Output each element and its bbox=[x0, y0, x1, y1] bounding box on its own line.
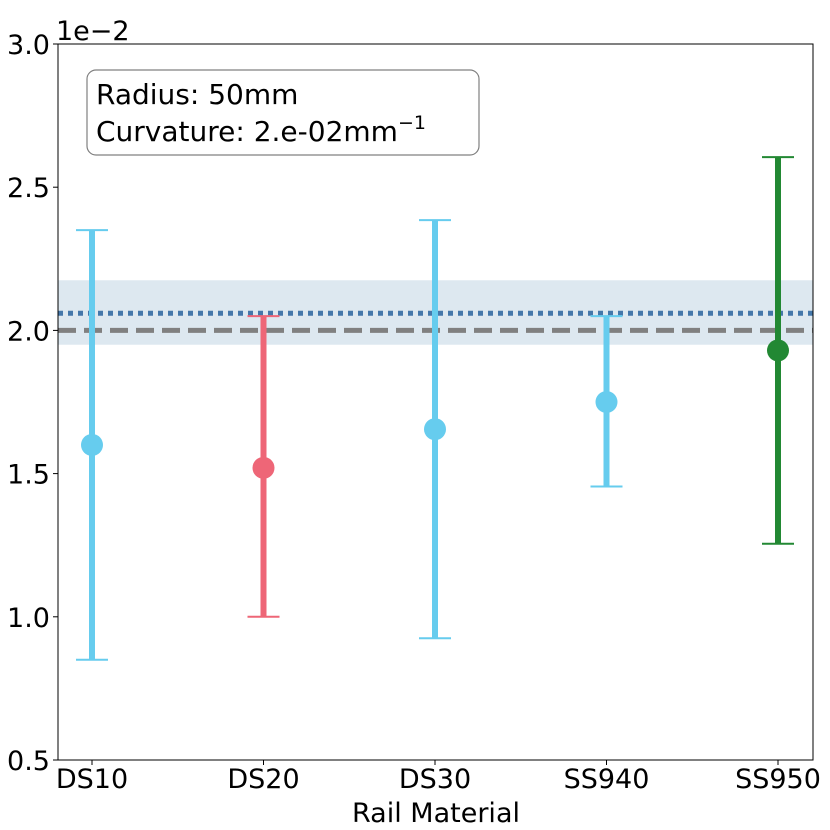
data-point bbox=[81, 433, 103, 456]
y-tick-label: 0.5 bbox=[7, 746, 50, 777]
x-tick-label: DS20 bbox=[227, 764, 299, 795]
y-offset-label: 1e−2 bbox=[56, 16, 130, 47]
data-point bbox=[767, 339, 789, 362]
annotation-line-2-sup: −1 bbox=[398, 112, 426, 134]
annotation-line-1: Radius: 50mm bbox=[96, 78, 298, 111]
data-point bbox=[252, 456, 275, 479]
error-bar-ds30 bbox=[419, 219, 451, 640]
x-tick-label: DS30 bbox=[399, 764, 471, 795]
data-point bbox=[595, 391, 618, 413]
x-tick-label: SS950 bbox=[735, 764, 821, 795]
annotation-line-2: Curvature: 2.e-02mm−1 bbox=[96, 112, 426, 148]
error-bar-ds20 bbox=[247, 315, 280, 618]
x-tick-label: SS940 bbox=[564, 764, 650, 795]
y-tick-label: 2.5 bbox=[7, 173, 50, 204]
y-tick-label: 1.5 bbox=[7, 460, 50, 491]
y-tick-label: 2.0 bbox=[7, 316, 50, 347]
annotation-box: Radius: 50mm Curvature: 2.e-02mm−1 bbox=[86, 69, 480, 156]
error-bar-ss950 bbox=[762, 156, 794, 545]
data-point bbox=[424, 418, 446, 441]
annotation-line-2-text: Curvature: 2.e-02mm bbox=[96, 115, 398, 148]
error-bar-ds10 bbox=[76, 229, 108, 661]
x-axis-label: Rail Material bbox=[352, 798, 520, 829]
y-tick-label: 3.0 bbox=[7, 30, 50, 61]
plot-frame bbox=[57, 43, 814, 761]
x-tick-label: DS10 bbox=[56, 764, 128, 795]
y-ticks: 0.5 1.0 1.5 2.0 2.5 3.0 bbox=[7, 30, 58, 777]
annotation-frame bbox=[86, 69, 480, 156]
error-bars bbox=[76, 156, 794, 661]
y-tick-label: 1.0 bbox=[7, 603, 50, 634]
x-ticks: DS10 DS20 DS30 SS940 SS950 bbox=[56, 760, 821, 795]
error-bar-ss940 bbox=[590, 315, 623, 488]
